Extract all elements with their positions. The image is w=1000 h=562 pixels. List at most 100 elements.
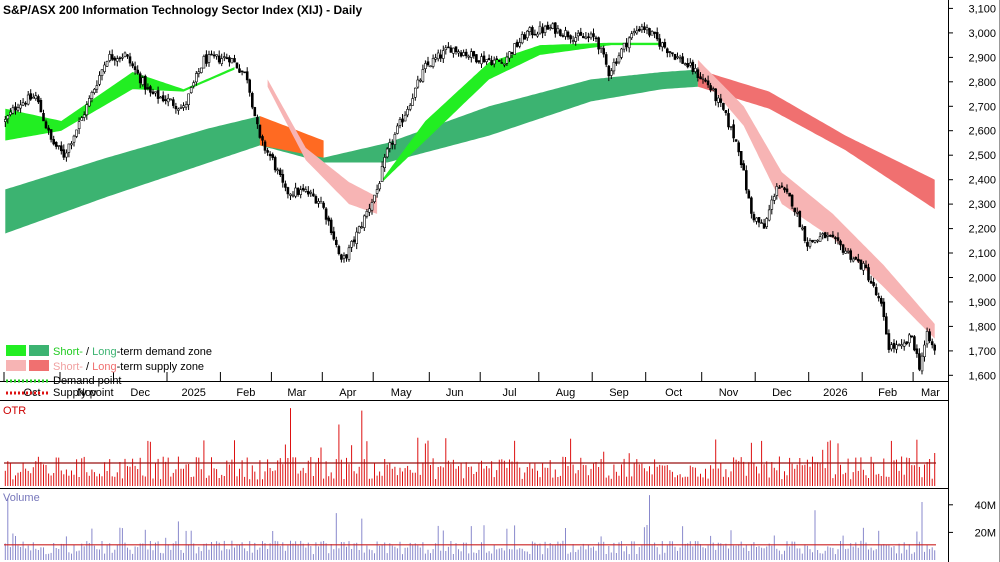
price-candle-body bbox=[660, 42, 664, 48]
price-candle-body bbox=[434, 57, 437, 60]
price-candle-body bbox=[477, 60, 481, 63]
long-term-demand-zone bbox=[5, 69, 698, 234]
price-candle-body bbox=[836, 237, 840, 241]
price-candle-body bbox=[902, 342, 906, 347]
price-candle-body bbox=[737, 142, 741, 153]
price-candle-body bbox=[551, 23, 555, 29]
price-candle-body bbox=[546, 24, 550, 30]
x-tick-label: Mar bbox=[287, 387, 306, 399]
x-tick-label: 2026 bbox=[823, 387, 847, 399]
price-candle-body bbox=[671, 52, 674, 55]
price-candle-body bbox=[584, 36, 588, 39]
price-candle-body bbox=[900, 344, 903, 347]
price-candle-body bbox=[441, 50, 445, 59]
price-candle-body bbox=[197, 71, 201, 74]
price-candle-body bbox=[327, 217, 331, 222]
price-candle-body bbox=[289, 193, 292, 196]
price-candle-body bbox=[890, 344, 893, 350]
price-candle-body bbox=[54, 142, 58, 147]
price-candle-body bbox=[589, 33, 593, 39]
price-candle-body bbox=[215, 54, 218, 57]
price-candle-body bbox=[895, 344, 898, 350]
price-candle-body bbox=[528, 27, 532, 32]
price-candle-body bbox=[604, 54, 608, 65]
price-candle-body bbox=[640, 26, 644, 31]
price-candle-body bbox=[719, 98, 723, 103]
price-candle-body bbox=[98, 75, 101, 85]
price-candle-body bbox=[179, 107, 183, 109]
price-candle-body bbox=[508, 51, 511, 59]
price-candle-body bbox=[543, 25, 547, 33]
price-candle-body bbox=[915, 348, 919, 354]
price-candle-body bbox=[569, 35, 572, 40]
y-tick-label: 2,500 bbox=[968, 150, 996, 162]
price-candle-body bbox=[126, 54, 129, 57]
price-candle-body bbox=[248, 79, 251, 93]
price-candle-body bbox=[630, 33, 634, 39]
price-candle-body bbox=[592, 33, 595, 37]
price-candle-body bbox=[350, 241, 353, 248]
price-candle-body bbox=[21, 102, 25, 106]
price-candle-body bbox=[747, 190, 751, 199]
price-candle-body bbox=[220, 58, 223, 64]
price-candle-body bbox=[383, 157, 387, 168]
legend-demand-long: Long bbox=[92, 346, 116, 358]
y-tick-label: 2,400 bbox=[968, 175, 996, 187]
price-candle-body bbox=[854, 256, 858, 260]
price-candle-body bbox=[42, 113, 45, 122]
price-candle-body bbox=[184, 104, 188, 108]
price-candle-body bbox=[426, 61, 430, 66]
price-candle-body bbox=[370, 202, 374, 211]
price-candle-body bbox=[536, 33, 539, 37]
price-candle-body bbox=[704, 79, 707, 82]
price-candle-body bbox=[500, 62, 504, 64]
price-candle-body bbox=[228, 57, 231, 63]
price-candle-body bbox=[452, 47, 455, 54]
price-candle-body bbox=[189, 87, 193, 93]
price-candle-body bbox=[39, 100, 43, 113]
price-candle-body bbox=[306, 191, 310, 195]
price-candle-body bbox=[655, 32, 659, 40]
price-candle-body bbox=[205, 54, 208, 64]
price-candle-body bbox=[490, 59, 493, 65]
price-candle-body bbox=[683, 63, 687, 66]
price-candle-body bbox=[401, 118, 404, 123]
y-tick-label: 1,900 bbox=[968, 297, 996, 309]
price-candle-body bbox=[872, 282, 875, 286]
price-candle-body bbox=[533, 33, 537, 36]
price-candle-body bbox=[253, 107, 257, 117]
price-candle-body bbox=[839, 240, 842, 246]
price-candle-body bbox=[317, 201, 320, 204]
short-term-supply-zone-early bbox=[267, 79, 378, 214]
price-candle-body bbox=[505, 56, 509, 64]
price-candle-body bbox=[765, 218, 769, 227]
price-candle-body bbox=[182, 105, 185, 108]
price-candle-body bbox=[828, 235, 832, 237]
price-candle-body bbox=[82, 114, 86, 118]
price-candle-body bbox=[411, 98, 415, 106]
y-tick-label: 2,900 bbox=[968, 52, 996, 64]
price-candle-body bbox=[643, 26, 646, 31]
price-candle-body bbox=[393, 134, 397, 145]
legend-swatch-long-demand bbox=[29, 345, 49, 356]
price-candle-body bbox=[93, 89, 96, 94]
price-candle-body bbox=[821, 233, 825, 236]
price-candle-body bbox=[273, 157, 277, 171]
price-candle-body bbox=[187, 93, 190, 106]
price-candle-body bbox=[826, 234, 830, 237]
price-candle-body bbox=[390, 142, 394, 145]
price-candle-body bbox=[294, 187, 297, 197]
price-candle-body bbox=[462, 52, 465, 56]
price-candle-body bbox=[403, 114, 407, 122]
price-candle-body bbox=[513, 43, 516, 55]
price-candle-body bbox=[520, 33, 524, 44]
price-candle-body bbox=[688, 62, 692, 66]
price-candle-body bbox=[887, 333, 891, 350]
price-candle-body bbox=[88, 98, 91, 107]
price-candle-body bbox=[116, 58, 119, 62]
price-candle-body bbox=[599, 46, 603, 49]
price-candle-body bbox=[907, 334, 911, 344]
price-candle-body bbox=[925, 331, 929, 345]
price-candle-body bbox=[26, 94, 30, 105]
price-candle-body bbox=[312, 193, 315, 197]
